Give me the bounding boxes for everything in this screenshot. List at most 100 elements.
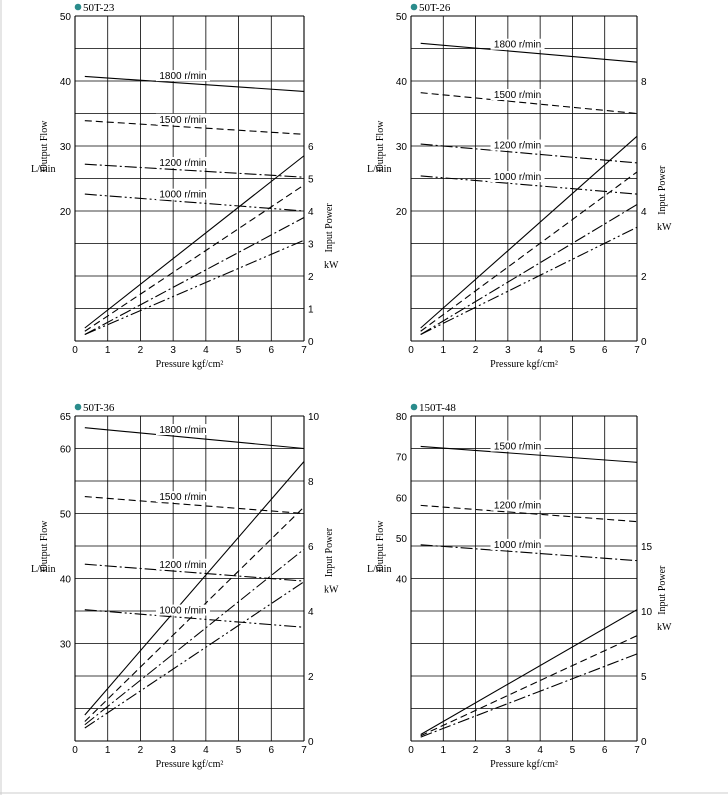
flow-tick-label: 50	[396, 534, 408, 545]
x-tick-label: 0	[408, 745, 414, 756]
flow-line	[420, 445, 638, 463]
power-tick-label: 6	[308, 542, 314, 553]
flow-line	[420, 42, 638, 63]
series-label-bg	[155, 113, 210, 125]
power-tick-label: 10	[641, 607, 653, 618]
flow-tick-label: 40	[396, 575, 408, 586]
flow-line	[84, 563, 305, 582]
power-line	[84, 155, 305, 329]
series-label: 1000 r/min	[159, 606, 206, 617]
x-tick-label: 4	[537, 745, 543, 756]
power-line	[420, 135, 638, 329]
x-tick-label: 5	[236, 745, 242, 756]
power-tick-label: 0	[308, 737, 314, 748]
x-tick-label: 2	[138, 745, 144, 756]
x-tick-label: 7	[634, 745, 640, 756]
series-label: 1500 r/min	[494, 90, 541, 101]
x-tick-label: 1	[105, 745, 111, 756]
series-label-bg	[490, 440, 545, 452]
flow-tick-label: 20	[396, 207, 408, 218]
power-tick-label: 0	[641, 337, 647, 348]
x-tick-label: 0	[408, 345, 414, 356]
series-label-bg	[490, 38, 545, 50]
flow-line	[420, 92, 638, 115]
x-tick-label: 3	[170, 745, 176, 756]
series-label-bg	[155, 188, 210, 200]
series-label-bg	[155, 70, 210, 82]
flow-tick-label: 50	[60, 510, 72, 521]
flow-line	[420, 544, 638, 562]
x-tick-label: 7	[634, 345, 640, 356]
chart-title: 50T-26	[419, 2, 451, 14]
power-line	[420, 226, 638, 335]
power-tick-label: 8	[308, 477, 314, 488]
series-label-bg	[155, 604, 210, 616]
title-bullet-icon	[410, 403, 418, 411]
series-label-bg	[155, 424, 210, 436]
flow-line	[420, 175, 638, 195]
flow-unit-label: L/min	[367, 164, 391, 175]
series-label: 1200 r/min	[494, 140, 541, 151]
series-label: 1000 r/min	[494, 540, 541, 551]
x-tick-label: 1	[441, 745, 447, 756]
power-line	[420, 635, 638, 737]
series-label: 1800 r/min	[494, 40, 541, 51]
x-tick-label: 5	[570, 345, 576, 356]
power-line	[84, 548, 305, 726]
power-tick-label: 0	[641, 737, 647, 748]
series-label-bg	[490, 171, 545, 183]
chart-title: 150T-48	[419, 402, 456, 414]
flow-tick-label: 60	[396, 493, 408, 504]
power-tick-label: 6	[641, 142, 647, 153]
power-tick-label: 4	[308, 207, 314, 218]
power-unit-label: kW	[657, 622, 672, 633]
flow-line	[84, 163, 305, 178]
power-tick-label: 2	[641, 272, 647, 283]
x-tick-label: 7	[301, 745, 307, 756]
flow-tick-label: 30	[60, 142, 72, 153]
flow-tick-label: 50	[60, 12, 72, 23]
chart-title: 50T-23	[83, 2, 115, 14]
x-tick-label: 3	[505, 745, 511, 756]
flow-tick-label: 40	[60, 575, 72, 586]
flow-tick-label: 60	[60, 445, 72, 456]
x-tick-label: 7	[301, 345, 307, 356]
title-bullet-icon	[410, 3, 418, 11]
series-label-bg	[490, 89, 545, 101]
power-axis-label: Input Power	[324, 203, 335, 253]
power-tick-label: 6	[308, 142, 314, 153]
series-label-bg	[155, 558, 210, 570]
x-tick-label: 0	[72, 745, 78, 756]
power-tick-label: 3	[308, 240, 314, 251]
power-unit-label: kW	[657, 222, 672, 233]
flow-line	[84, 120, 305, 135]
title-bullet-icon	[74, 3, 82, 11]
series-label: 1200 r/min	[494, 501, 541, 512]
series-label: 1000 r/min	[159, 190, 206, 201]
power-line	[420, 653, 638, 738]
series-label: 1500 r/min	[159, 492, 206, 503]
flow-line	[84, 427, 305, 450]
x-axis-label: Pressure kgf/cm²	[490, 359, 558, 370]
x-tick-label: 1	[105, 345, 111, 356]
power-tick-label: 5	[641, 672, 647, 683]
power-axis-label: Input Power	[324, 527, 335, 577]
flow-unit-label: L/min	[31, 164, 55, 175]
series-label: 1200 r/min	[159, 560, 206, 571]
x-tick-label: 3	[505, 345, 511, 356]
flow-axis-label: Output Flow	[375, 520, 386, 572]
flow-unit-label: L/min	[31, 564, 55, 575]
title-bullet-icon	[74, 403, 82, 411]
power-tick-label: 5	[308, 175, 314, 186]
flow-tick-label: 40	[60, 77, 72, 88]
series-label: 1200 r/min	[159, 158, 206, 169]
power-tick-label: 0	[308, 337, 314, 348]
flow-line	[84, 75, 305, 92]
flow-tick-label: 30	[60, 640, 72, 651]
power-line	[420, 171, 638, 332]
